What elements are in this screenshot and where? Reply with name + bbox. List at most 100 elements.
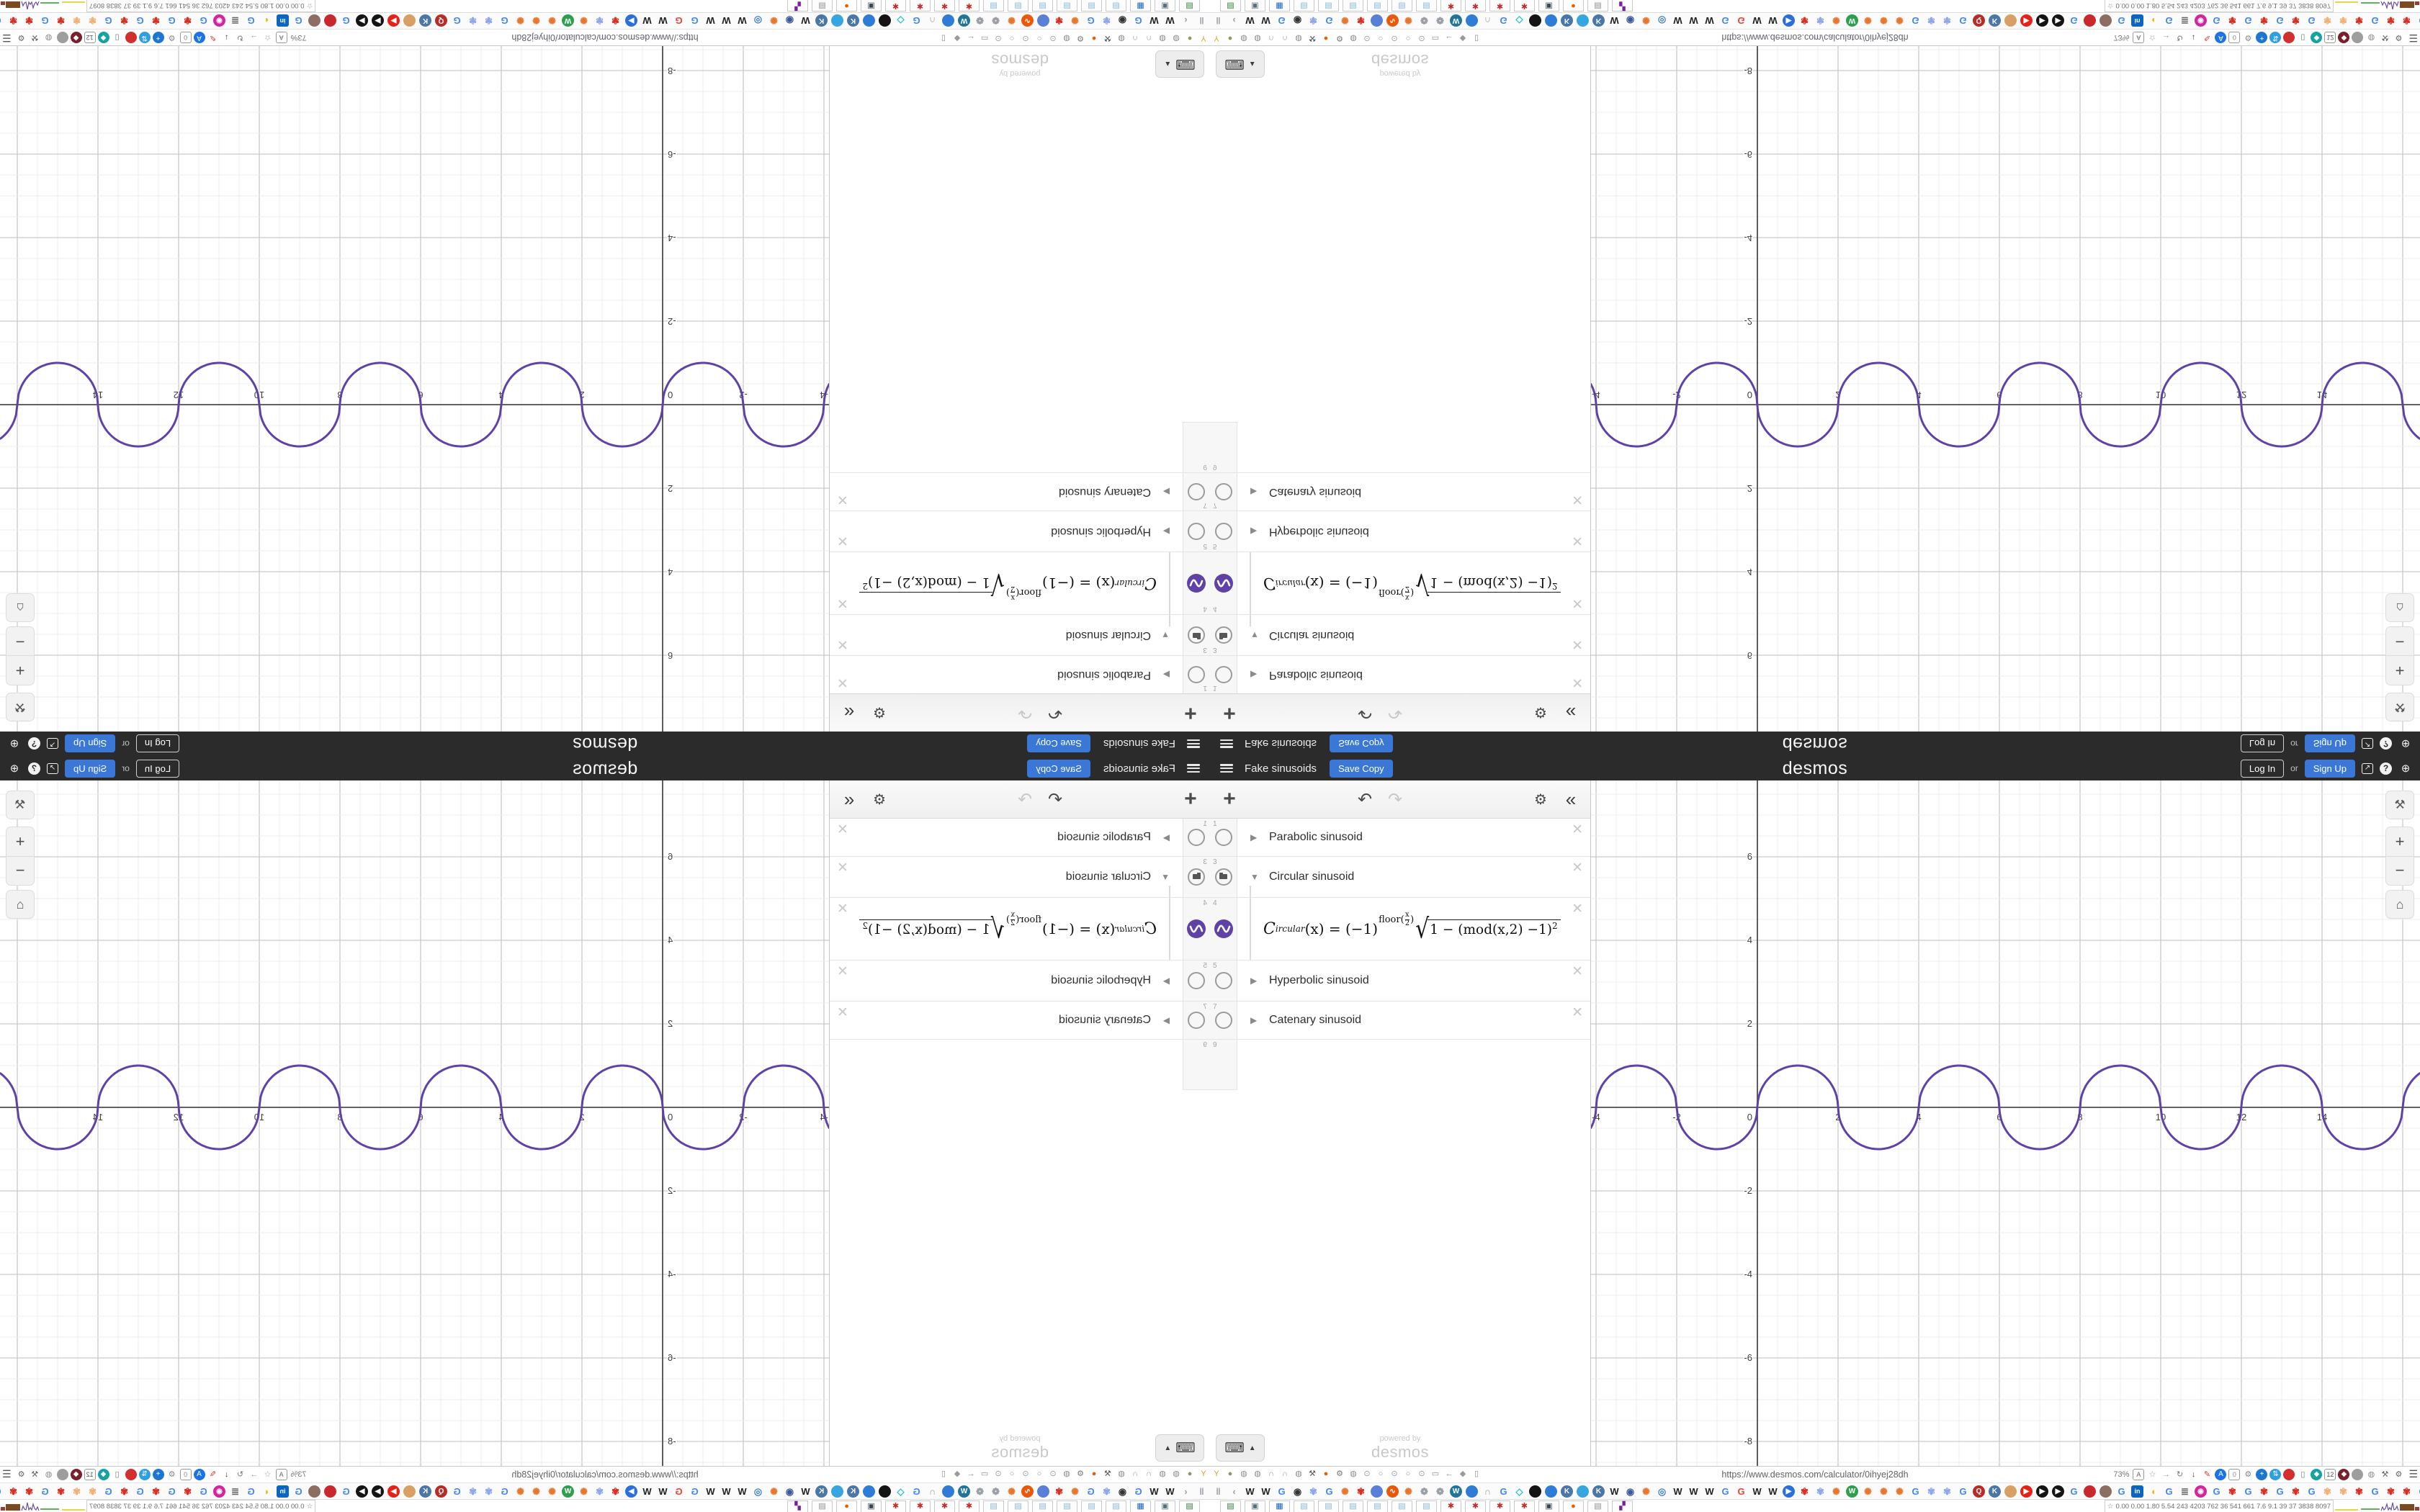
taskbar-app-icon[interactable]: ▤: [1318, 0, 1339, 12]
toolbar-small-icon[interactable]: ◆: [2311, 1468, 2323, 1480]
tab-favicon[interactable]: ✾: [1103, 15, 1111, 27]
tab-favicon[interactable]: ✾: [2323, 1485, 2331, 1497]
tab-favicon[interactable]: G: [675, 15, 683, 27]
tab-favicon[interactable]: ✾: [2260, 15, 2268, 27]
row-gutter[interactable]: 9: [1183, 1040, 1210, 1090]
folder-circle-icon[interactable]: [1214, 483, 1232, 500]
toolbar-small-icon[interactable]: ⚒: [31, 1470, 39, 1479]
tab-favicon[interactable]: ▶: [356, 14, 368, 27]
toolbar-small-icon[interactable]: ◍: [1254, 1470, 1261, 1478]
toolbar-small-icon[interactable]: ⚙: [1077, 1470, 1084, 1478]
menu-icon[interactable]: [1187, 739, 1200, 748]
toolbar-small-icon[interactable]: ◍: [1118, 34, 1125, 42]
row-gutter[interactable]: 9: [1210, 1040, 1237, 1090]
default-viewport-home-button[interactable]: ⌂: [6, 593, 35, 622]
toolbar-small-icon[interactable]: ⇅: [2269, 32, 2282, 44]
toolbar-small-icon[interactable]: ◍: [1159, 1470, 1166, 1478]
tab-favicon[interactable]: [1529, 14, 1541, 27]
tab-favicon[interactable]: W: [1768, 15, 1778, 27]
browser-menu-icon[interactable]: ☰: [2408, 32, 2418, 44]
toolbar-small-icon[interactable]: ←: [1445, 1470, 1453, 1478]
toolbar-small-icon[interactable]: [56, 1468, 68, 1480]
toolbar-small-icon[interactable]: ◍: [1173, 1470, 1180, 1478]
tab-favicon[interactable]: G: [2118, 1485, 2125, 1497]
save-copy-button[interactable]: Save Copy: [1027, 759, 1090, 778]
tab-favicon[interactable]: ✾: [1357, 15, 1365, 27]
tab-favicon[interactable]: G: [1087, 1485, 1095, 1497]
toolbar-small-icon[interactable]: ⚙: [168, 33, 176, 42]
toolbar-small-icon[interactable]: ⊙: [1391, 34, 1398, 42]
toolbar-small-icon[interactable]: ↻: [236, 1470, 244, 1479]
folder-icon[interactable]: [1214, 626, 1232, 644]
toolbar-small-icon[interactable]: ▯: [1474, 1470, 1479, 1478]
taskbar-app-icon[interactable]: ▤: [1081, 0, 1102, 12]
tab-favicon[interactable]: [2084, 1485, 2096, 1498]
tab-favicon[interactable]: ✺: [548, 1485, 556, 1497]
tab-favicon[interactable]: G: [168, 15, 176, 27]
taskbar-app-icon[interactable]: ▞: [787, 0, 808, 12]
toolbar-small-icon[interactable]: ▭: [1431, 1470, 1440, 1478]
tab-favicon[interactable]: [831, 1485, 843, 1498]
tab-favicon[interactable]: ◉: [1293, 1485, 1302, 1497]
toolbar-small-icon[interactable]: ⚒: [2381, 1470, 2389, 1479]
taskbar-app-icon[interactable]: ▤: [1057, 0, 1077, 12]
tab-favicon[interactable]: ✺: [1642, 15, 1650, 27]
toolbar-small-icon[interactable]: ◆: [2338, 32, 2350, 44]
close-icon[interactable]: ✕: [837, 533, 848, 548]
add-expression-button[interactable]: +: [1223, 701, 1236, 725]
toolbar-small-icon[interactable]: ∩: [1146, 34, 1152, 42]
expression-row-catenary[interactable]: 7 ▶ Catenary sinusoid ✕: [830, 472, 1210, 510]
toolbar-small-icon[interactable]: ▯: [115, 33, 120, 42]
tab-favicon[interactable]: W: [1261, 15, 1270, 27]
address-bar[interactable]: Y ● ◍ ◍ ∩ ∩ ◍ ⚒ ● ⚙ ◍ ⊙ ○ ⊙ ○ ⊙ ▭ ← ◆ ▯ https://www.desmos.…: [1210, 1466, 2420, 1483]
row-gutter[interactable]: 4: [1210, 552, 1237, 614]
tab-favicon[interactable]: G: [136, 15, 144, 27]
toolbar-small-icon[interactable]: ○: [1405, 1470, 1411, 1478]
tab-favicon[interactable]: ✾: [152, 15, 160, 27]
row-gutter[interactable]: 3: [1183, 857, 1210, 897]
url-text[interactable]: https://www.desmos.com/calculator/0ihyej…: [511, 32, 699, 42]
tab-favicon[interactable]: ∿: [1021, 14, 1034, 27]
tab-favicon[interactable]: ✺: [1008, 1485, 1016, 1497]
graph-settings-wrench-button[interactable]: ⚒: [2385, 791, 2414, 819]
tab-favicon[interactable]: G: [1721, 1485, 1729, 1497]
tab-favicon[interactable]: ✾: [2339, 15, 2347, 27]
tab-favicon[interactable]: ✾: [1943, 15, 1951, 27]
tab-favicon[interactable]: G: [913, 1485, 920, 1497]
toolbar-small-icon[interactable]: +: [152, 32, 164, 44]
tab-favicon[interactable]: ▶: [387, 14, 400, 27]
taskbar-app-icon[interactable]: ▤: [1587, 0, 1608, 12]
show-keyboard-button[interactable]: ⌨ ▲: [1216, 50, 1265, 78]
collapse-panel-icon[interactable]: «: [1565, 788, 1577, 810]
tab-favicon[interactable]: G: [41, 1485, 49, 1497]
tab-favicon[interactable]: G: [1325, 15, 1333, 27]
url-text[interactable]: https://www.desmos.com/calculator/0ihyej…: [1721, 1470, 1909, 1480]
toolbar-small-icon[interactable]: ∩: [1146, 1470, 1152, 1478]
tab-favicon[interactable]: [1529, 1485, 1541, 1498]
tab-favicon[interactable]: ◉: [785, 1485, 794, 1497]
sign-up-button[interactable]: Sign Up: [2304, 759, 2355, 778]
caret-down-icon[interactable]: ▼: [1250, 872, 1259, 882]
toolbar-small-icon[interactable]: ◍: [2367, 33, 2375, 42]
toolbar-small-icon[interactable]: ←: [967, 1470, 975, 1478]
language-globe-icon[interactable]: ⊕: [9, 762, 19, 775]
url-text[interactable]: https://www.desmos.com/calculator/0ihyej…: [1721, 32, 1909, 42]
tab-favicon[interactable]: ✾: [152, 1485, 160, 1497]
close-icon[interactable]: ✕: [837, 636, 848, 652]
tab-favicon[interactable]: ◉: [1626, 1485, 1635, 1497]
toolbar-small-icon[interactable]: ◆: [954, 34, 961, 42]
caret-down-icon[interactable]: ▼: [1161, 630, 1170, 640]
tab-favicon[interactable]: ✾: [2323, 15, 2331, 27]
tab-favicon[interactable]: ✾: [25, 1485, 33, 1497]
tab-favicon-strip[interactable]: ‖ ‹ W W G ◉ ✾ G ✺ ✾ ∿ ✺ ❁ ❁ W ∩ G ◇ K K W ◉ ✺ ◎ W W W G G W W ▶ ✾ ✾ ✺ W ✺ ✺ ✺ G…: [0, 12, 1210, 29]
tab-favicon[interactable]: K: [419, 1485, 431, 1498]
taskbar-app-icon[interactable]: ●: [1563, 0, 1584, 12]
tab-favicon[interactable]: K: [1989, 14, 2001, 27]
tab-favicon[interactable]: ▶: [625, 14, 637, 27]
tab-favicon[interactable]: ✾: [1309, 1485, 1317, 1497]
tab-favicon[interactable]: ◉: [785, 15, 794, 27]
caret-right-icon[interactable]: ▶: [1162, 670, 1170, 680]
desmos-logo[interactable]: desmos: [572, 734, 638, 755]
menu-icon[interactable]: [1187, 764, 1200, 773]
